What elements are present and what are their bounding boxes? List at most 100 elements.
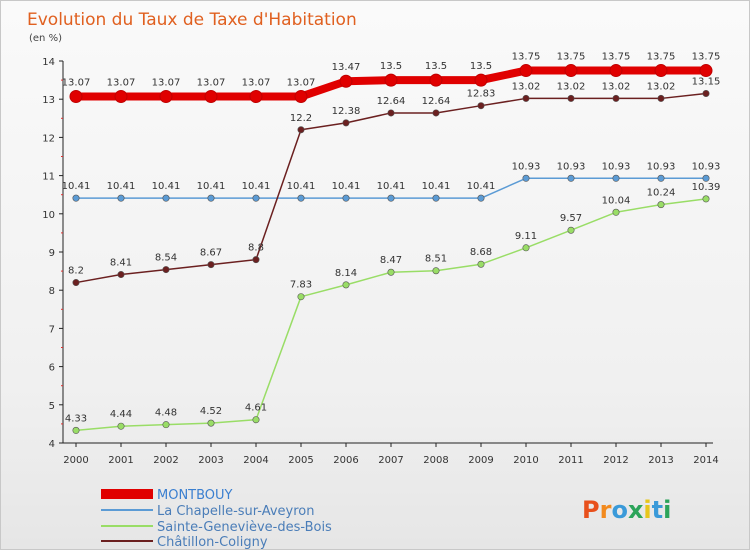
x-tick-label: 2001 <box>108 455 133 466</box>
data-point <box>294 90 308 104</box>
data-point <box>432 194 440 202</box>
legend-swatch <box>101 489 153 499</box>
data-label: 4.33 <box>65 413 87 424</box>
x-tick-label: 2000 <box>63 455 88 466</box>
data-point <box>477 102 485 110</box>
data-label: 8.51 <box>425 254 447 265</box>
data-label: 9.57 <box>560 213 582 224</box>
data-point <box>204 90 218 104</box>
data-label: 10.41 <box>152 181 181 192</box>
data-label: 13.5 <box>470 61 492 72</box>
x-tick-label: 2005 <box>288 455 313 466</box>
data-label: 8.14 <box>335 268 357 279</box>
data-label: 13.5 <box>425 61 447 72</box>
data-point <box>72 426 80 434</box>
data-label: 12.64 <box>377 96 406 107</box>
data-point <box>612 208 620 216</box>
legend-label: MONTBOUY <box>157 488 233 503</box>
data-label: 13.02 <box>557 81 586 92</box>
legend-label: La Chapelle-sur-Aveyron <box>157 504 315 519</box>
data-label: 8.47 <box>380 255 402 266</box>
data-point <box>432 267 440 275</box>
data-label: 10.93 <box>557 161 586 172</box>
y-tick-label: 11 <box>42 172 55 183</box>
data-label: 8.54 <box>155 253 177 264</box>
data-label: 10.41 <box>377 181 406 192</box>
y-tick-label: 12 <box>42 133 55 144</box>
data-point <box>432 109 440 117</box>
data-label: 8.8 <box>248 243 264 254</box>
data-point <box>162 266 170 274</box>
y-tick-label: 9 <box>49 248 55 259</box>
data-point <box>249 90 263 104</box>
data-label: 10.39 <box>692 182 721 193</box>
data-label: 4.44 <box>110 409 132 420</box>
data-point <box>567 226 575 234</box>
x-tick-label: 2011 <box>558 455 583 466</box>
y-tick-label: 6 <box>49 363 55 374</box>
x-tick-label: 2010 <box>513 455 538 466</box>
data-point <box>702 174 710 182</box>
brand-logo: Proxiti <box>582 496 671 524</box>
y-tick-label: 10 <box>42 210 55 221</box>
data-label: 10.41 <box>467 181 496 192</box>
data-label: 13.15 <box>692 76 721 87</box>
data-label: 12.2 <box>290 113 312 124</box>
data-label: 13.07 <box>197 78 226 89</box>
data-point <box>297 126 305 134</box>
data-point <box>117 271 125 279</box>
data-point <box>72 194 80 202</box>
y-tick-label: 13 <box>42 95 55 106</box>
data-label: 10.41 <box>107 181 136 192</box>
data-point <box>474 73 488 87</box>
data-label: 10.93 <box>602 161 631 172</box>
data-point <box>207 419 215 427</box>
data-label: 10.93 <box>512 161 541 172</box>
data-label: 10.41 <box>242 181 271 192</box>
x-tick-label: 2004 <box>243 455 268 466</box>
data-label: 13.07 <box>287 78 316 89</box>
data-point <box>612 94 620 102</box>
data-label: 10.04 <box>602 195 631 206</box>
data-label: 10.93 <box>692 161 721 172</box>
data-point <box>567 174 575 182</box>
data-label: 13.47 <box>332 62 361 73</box>
data-label: 8.2 <box>68 266 84 277</box>
data-label: 4.52 <box>200 406 222 417</box>
data-point <box>114 90 128 104</box>
data-point <box>387 109 395 117</box>
data-point <box>429 73 443 87</box>
data-label: 10.41 <box>197 181 226 192</box>
data-point <box>477 260 485 268</box>
data-point <box>699 64 713 78</box>
brand-text: Proxiti <box>582 496 671 524</box>
data-label: 13.75 <box>692 52 721 63</box>
data-point <box>117 194 125 202</box>
data-label: 10.41 <box>62 181 91 192</box>
data-label: 8.41 <box>110 258 132 269</box>
data-point <box>342 194 350 202</box>
data-label: 13.07 <box>62 78 91 89</box>
data-label: 13.5 <box>380 61 402 72</box>
data-point <box>657 201 665 209</box>
data-point <box>522 94 530 102</box>
data-label: 7.83 <box>290 280 312 291</box>
data-label: 12.83 <box>467 89 496 100</box>
x-tick-label: 2013 <box>648 455 673 466</box>
data-point <box>519 64 533 78</box>
data-label: 13.75 <box>602 52 631 63</box>
data-point <box>384 73 398 87</box>
x-tick-label: 2006 <box>333 455 358 466</box>
data-label: 10.93 <box>647 161 676 172</box>
data-label: 13.07 <box>107 78 136 89</box>
data-label: 13.75 <box>647 52 676 63</box>
data-point <box>69 90 83 104</box>
data-point <box>342 281 350 289</box>
data-point <box>654 64 668 78</box>
series-group: 4.33 4.44 4.48 4.52 4.61 7.83 8.14 8.47 8.51 8.68… <box>65 182 720 434</box>
data-label: 8.68 <box>470 247 492 258</box>
data-point <box>252 256 260 264</box>
series-group: 10.41 10.41 10.41 10.41 10.41 10.41 10.41 10.41… <box>62 161 721 202</box>
data-point <box>657 174 665 182</box>
